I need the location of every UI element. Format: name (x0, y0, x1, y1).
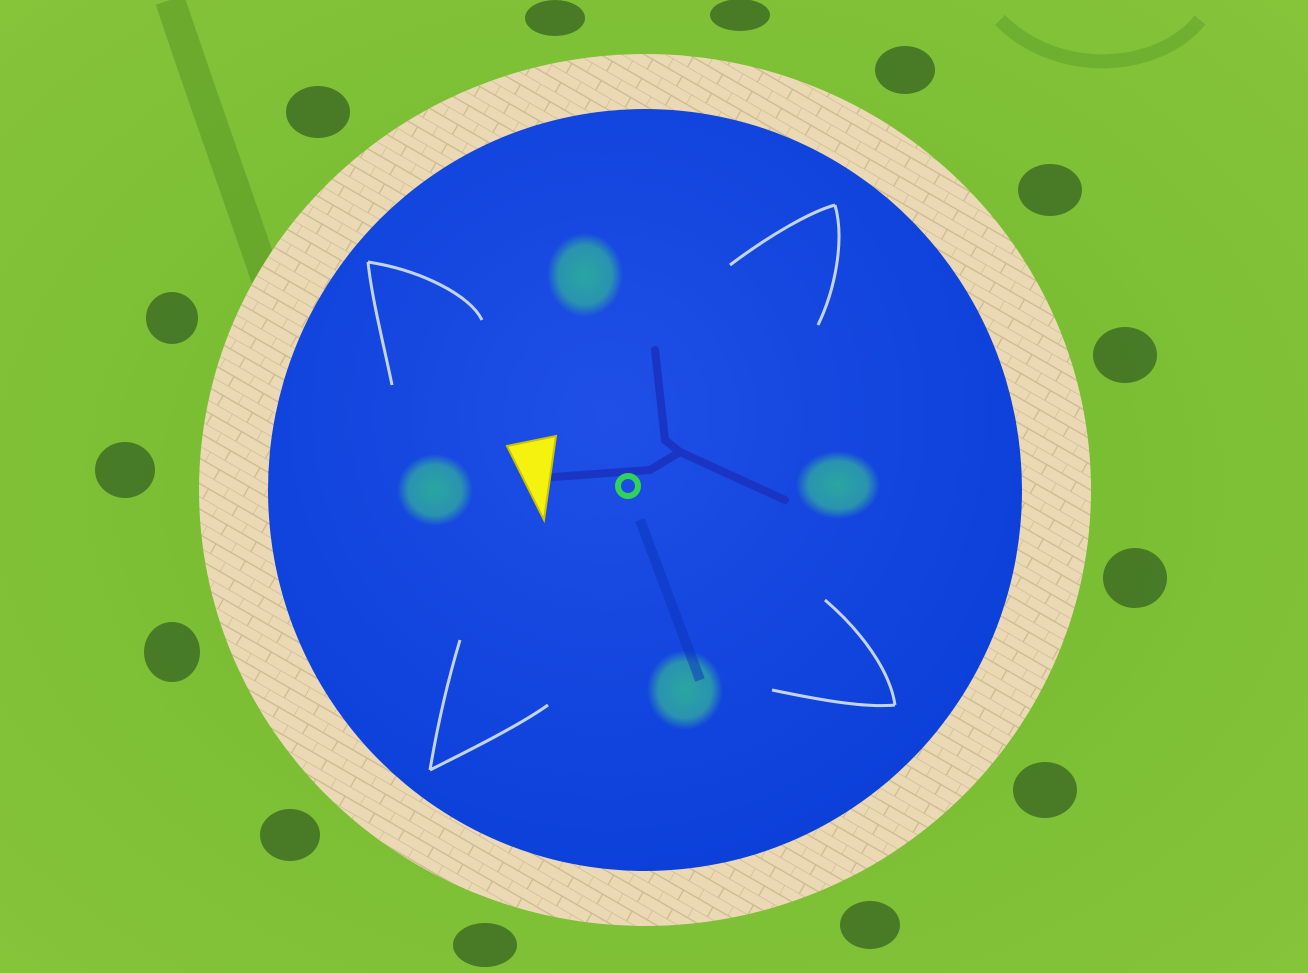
shrub (286, 86, 350, 138)
arm (536, 448, 684, 482)
path-shadow (995, 14, 1206, 69)
arc (816, 204, 841, 326)
shrub (1013, 762, 1077, 818)
arc (428, 639, 462, 771)
yellow-cone (505, 434, 558, 524)
shrub (144, 622, 200, 682)
shrub (146, 292, 198, 344)
shrub (260, 809, 320, 861)
arm (676, 448, 789, 504)
jet (547, 233, 623, 317)
shrub (1018, 164, 1082, 216)
water-jets (397, 233, 880, 730)
spray-arcs (366, 203, 897, 772)
shrub (453, 923, 517, 967)
spray-arms (536, 346, 789, 504)
green-ring (615, 473, 641, 499)
shrub (95, 442, 155, 498)
arm-shadow (635, 518, 705, 682)
shrub (710, 0, 770, 31)
shrub (1103, 548, 1167, 608)
arc (824, 598, 897, 706)
splash-surface (268, 109, 1022, 871)
arc (429, 703, 549, 772)
jet (796, 451, 880, 519)
arc (729, 203, 836, 267)
jet (647, 650, 723, 730)
shrub (525, 0, 585, 36)
arc (367, 260, 484, 321)
shrub (840, 901, 900, 949)
shrub (875, 46, 935, 94)
shrubs (95, 0, 1167, 967)
jet (397, 454, 473, 526)
arm (651, 346, 684, 456)
arc (771, 688, 896, 708)
arc (366, 261, 394, 386)
shrub (1093, 327, 1157, 383)
